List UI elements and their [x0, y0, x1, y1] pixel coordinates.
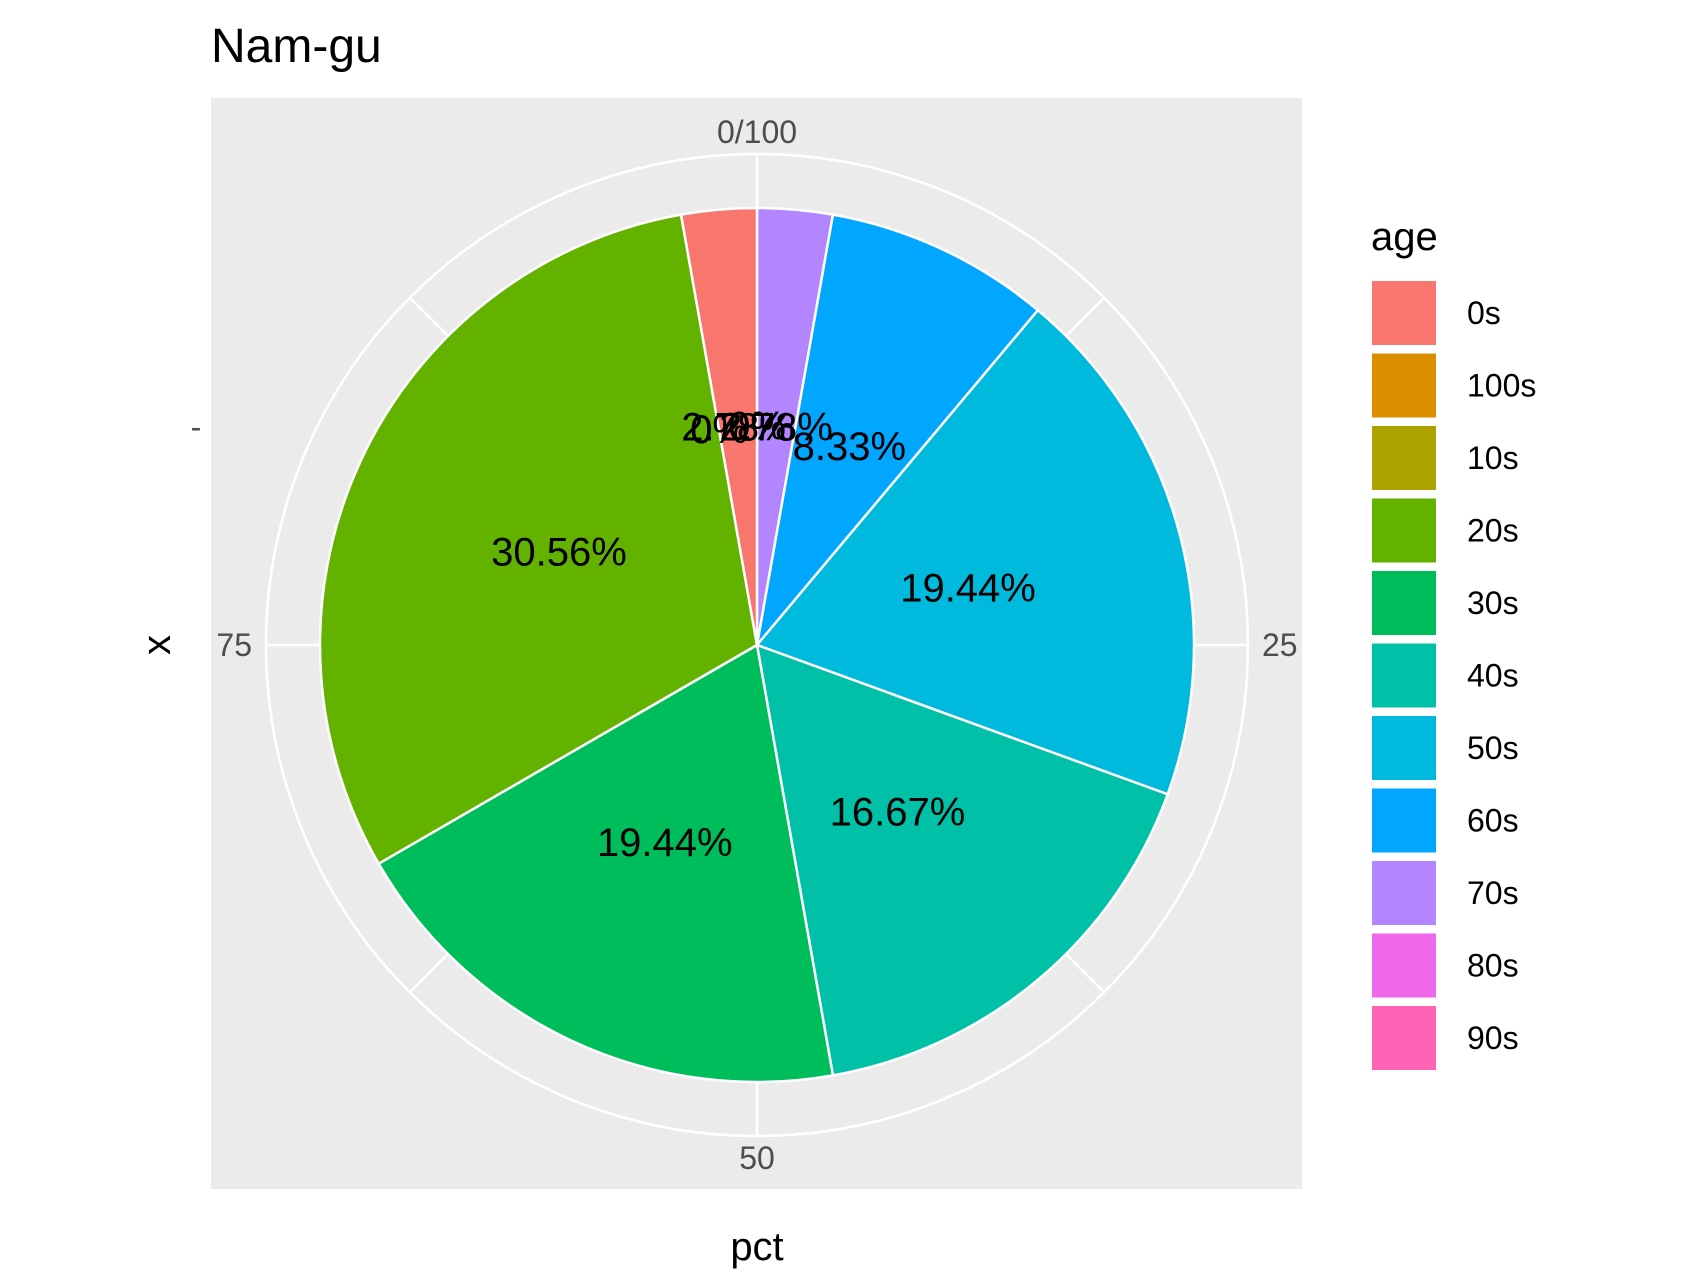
- legend-key-70s: [1370, 859, 1438, 927]
- theta-tick-labels: 0/100 25 50 75: [216, 114, 1297, 1176]
- slice-label-60s: 8.33%: [793, 425, 906, 469]
- slice-label-0s: 2.78%: [681, 405, 794, 449]
- slice-label-90s: 0%: [728, 405, 786, 449]
- slice-label-20s: 30.56%: [491, 531, 627, 575]
- legend-label-0s: 0s: [1467, 295, 1501, 331]
- slice-0s: [679, 206, 759, 646]
- slice-20s: [318, 213, 759, 866]
- legend-key-0s: [1370, 279, 1438, 347]
- legend-title: age: [1371, 215, 1438, 259]
- legend-label-50s: 50s: [1467, 730, 1519, 766]
- legend-label-60s: 60s: [1467, 803, 1519, 839]
- legend-key-10s: [1370, 424, 1438, 492]
- theta-tick-label: 75: [216, 627, 252, 663]
- slice-label-40s: 16.67%: [830, 790, 966, 834]
- pie-slices: [318, 206, 1196, 1084]
- legend-label-100s: 100s: [1467, 368, 1536, 404]
- y-axis-label: x: [135, 635, 179, 655]
- slice-label-70s: 2.78%: [719, 405, 832, 449]
- legend-key-80s: [1370, 931, 1438, 1000]
- theta-tick-label: 50: [739, 1140, 775, 1176]
- y-tick-label: -: [191, 409, 202, 445]
- slice-label-80s: 0%: [728, 405, 786, 449]
- slice-50s: [754, 308, 1196, 796]
- legend-key-50s: [1370, 714, 1438, 782]
- legend-label-70s: 70s: [1467, 875, 1519, 911]
- slice-30s: [376, 643, 835, 1084]
- x-axis-label: pct: [730, 1225, 783, 1269]
- legend-label-80s: 80s: [1467, 948, 1519, 984]
- legend-key-40s: [1370, 641, 1438, 710]
- legend-label-90s: 90s: [1467, 1020, 1519, 1056]
- theta-tick-label: 25: [1262, 627, 1298, 663]
- slice-label-50s: 19.44%: [900, 566, 1036, 610]
- slice-label-10s: 0%: [690, 408, 748, 452]
- legend-label-30s: 30s: [1467, 585, 1519, 621]
- slice-labels: 0%0%2.78%8.33%19.44%16.67%19.44%30.56%0%…: [491, 405, 1036, 866]
- legend-key-90s: [1370, 1004, 1438, 1072]
- legend-label-10s: 10s: [1467, 440, 1519, 476]
- legend-key-20s: [1370, 496, 1438, 565]
- slice-label-30s: 19.44%: [597, 821, 733, 865]
- slice-40s: [755, 643, 1170, 1077]
- slice-60s: [754, 213, 1040, 650]
- chart-title: Nam-gu: [211, 20, 382, 73]
- legend-key-100s: [1370, 351, 1438, 420]
- slice-label-100s: 0%: [690, 408, 748, 452]
- legend: age 0s 100s 10s 20s 30s 40s 50s 60s 70s 80s 90s: [1370, 215, 1536, 1072]
- theta-tick-label: 0/100: [717, 114, 797, 150]
- legend-key-30s: [1370, 569, 1438, 637]
- legend-label-40s: 40s: [1467, 658, 1519, 694]
- legend-label-20s: 20s: [1467, 513, 1519, 549]
- legend-key-60s: [1370, 786, 1438, 855]
